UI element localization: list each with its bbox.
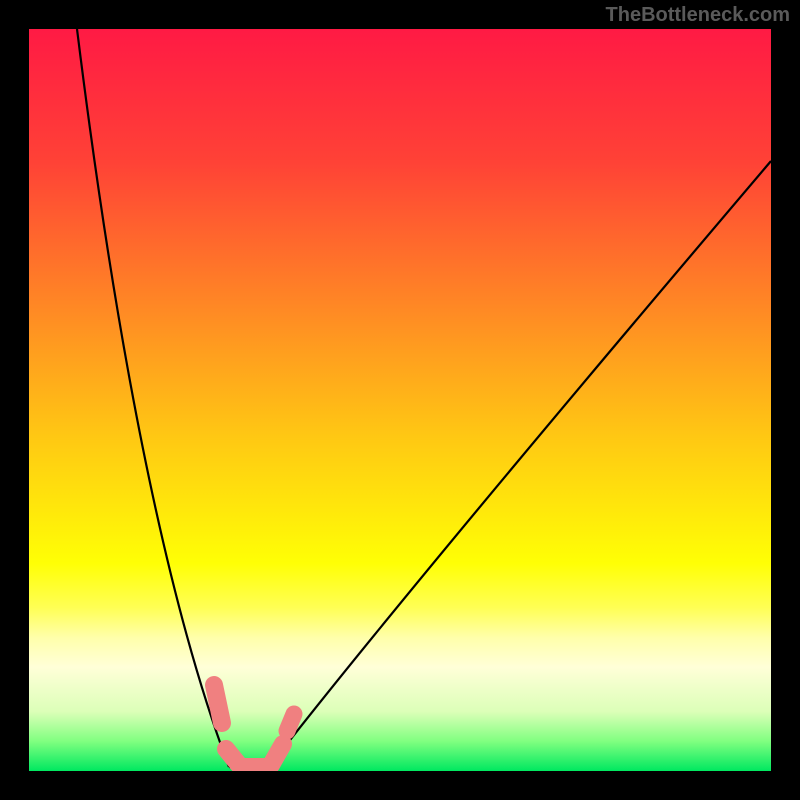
chart-container: TheBottleneck.com [0, 0, 800, 800]
watermark-text: TheBottleneck.com [606, 4, 790, 27]
data-markers [29, 29, 771, 771]
plot-area [29, 29, 771, 771]
